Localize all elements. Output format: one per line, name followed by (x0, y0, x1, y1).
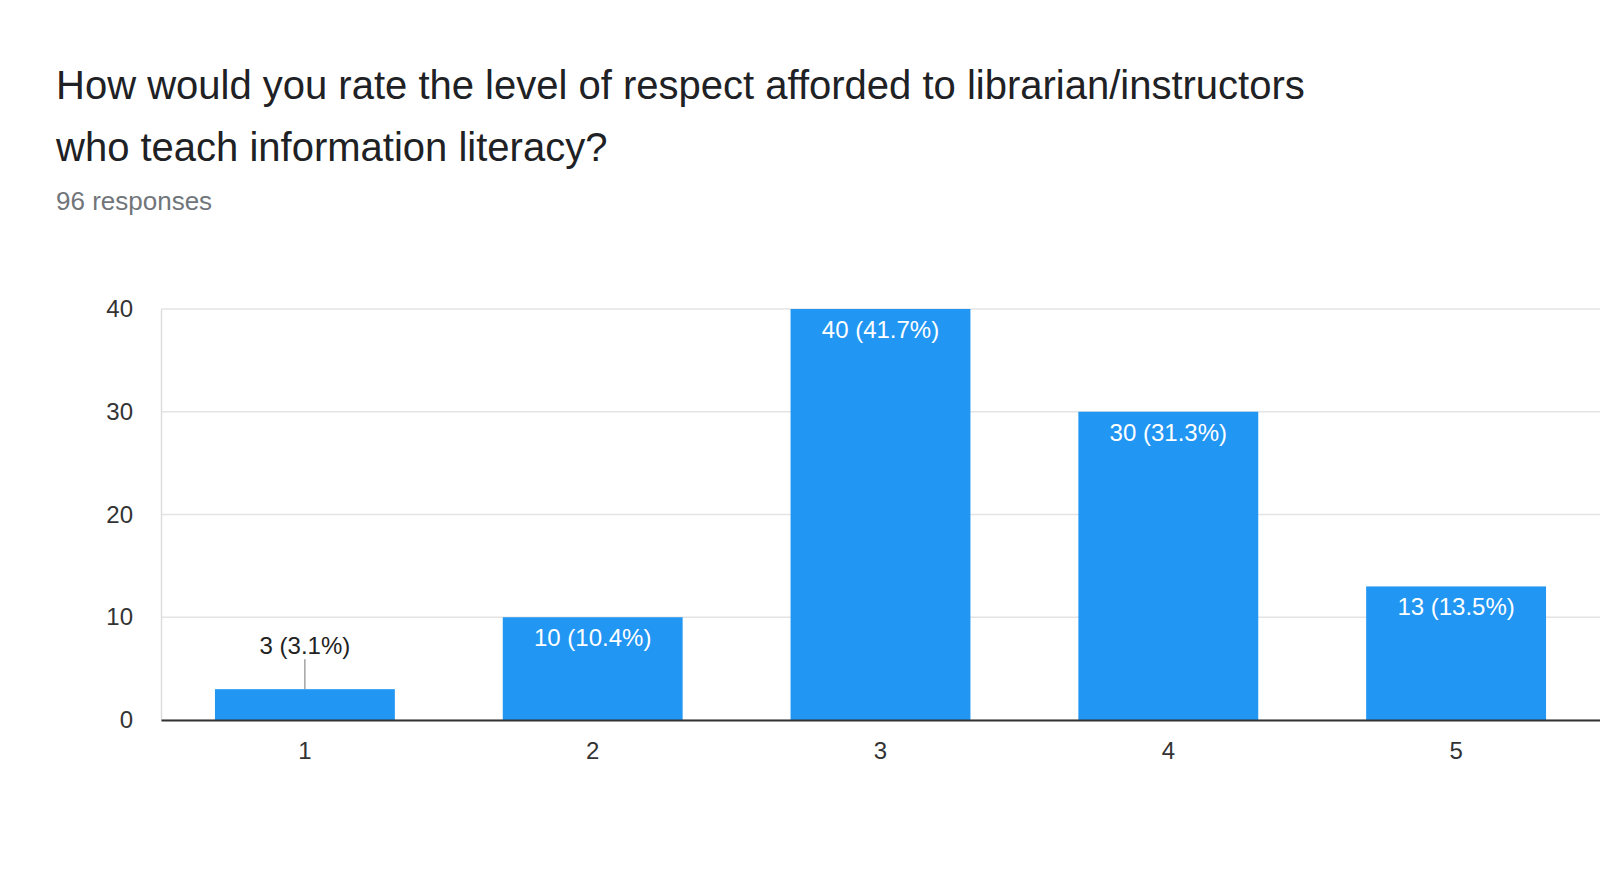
x-tick: 4 (1162, 720, 1175, 764)
y-tick: 20 (106, 501, 161, 528)
chart-svg: How would you rate the level of respect … (0, 0, 1600, 892)
y-tick-label: 20 (106, 501, 133, 528)
data-label: 30 (31.3%) (1110, 419, 1227, 446)
x-tick: 3 (874, 720, 887, 764)
subtitle: 96 responses (56, 186, 212, 216)
y-axis: 0 10 20 30 40 (106, 295, 161, 733)
x-axis-line (162, 720, 1600, 722)
x-tick-label: 2 (586, 737, 599, 764)
x-tick-label: 5 (1449, 737, 1462, 764)
grid (161, 309, 1600, 720)
y-axis-line (161, 310, 163, 721)
x-tick: 5 (1449, 720, 1462, 764)
x-tick-label: 3 (874, 737, 887, 764)
x-tick-label: 4 (1162, 737, 1175, 764)
y-tick: 10 (106, 603, 161, 630)
data-label: 3 (3.1%) (260, 632, 351, 659)
x-tick: 1 (298, 720, 311, 764)
y-tick: 40 (106, 295, 161, 322)
data-labels: 3 (3.1%) 10 (10.4%) 40 (41.7%) 30 (31.3%) 13… (260, 316, 1515, 689)
y-tick-label: 30 (106, 398, 133, 425)
x-tick: 2 (586, 720, 599, 764)
chart-title: who teach information literacy? (55, 125, 607, 169)
bar (1078, 412, 1258, 720)
chart-container: How would you rate the level of respect … (0, 0, 1600, 892)
y-tick-label: 0 (120, 706, 133, 733)
x-tick-label: 1 (298, 737, 311, 764)
x-axis: 1 2 3 4 5 (162, 720, 1600, 764)
y-tick-label: 40 (106, 295, 133, 322)
bars (215, 309, 1546, 720)
chart-title: How would you rate the level of respect … (56, 63, 1305, 107)
title-group: How would you rate the level of respect … (55, 63, 1305, 169)
bar (503, 617, 683, 720)
bar (215, 689, 395, 720)
data-label-leader (304, 659, 305, 689)
background (0, 0, 1600, 892)
bar (1366, 586, 1546, 720)
y-tick-label: 10 (106, 603, 133, 630)
data-label: 13 (13.5%) (1397, 593, 1514, 620)
y-tick: 0 (120, 706, 161, 733)
bar (791, 309, 971, 720)
y-tick: 30 (106, 398, 161, 425)
data-label: 10 (10.4%) (534, 624, 651, 651)
data-label: 40 (41.7%) (822, 316, 939, 343)
